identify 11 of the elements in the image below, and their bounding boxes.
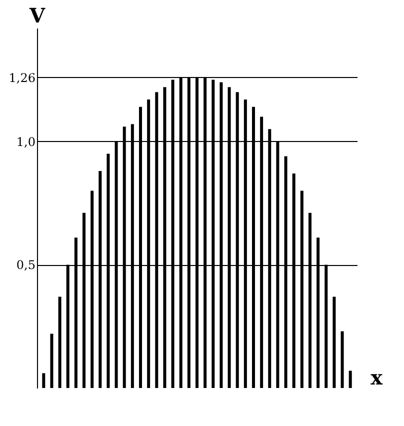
bar <box>50 334 54 388</box>
bar <box>348 370 352 388</box>
bar <box>340 331 344 388</box>
bar <box>58 296 62 388</box>
y-axis-title: V <box>28 4 46 28</box>
x-axis-title: x <box>370 366 384 390</box>
bar <box>332 296 336 388</box>
bar <box>42 373 46 388</box>
y-tick-label: 0,5 <box>16 258 36 272</box>
y-tick-label: 1,0 <box>16 134 36 149</box>
y-tick-label: 1,26 <box>8 70 36 85</box>
